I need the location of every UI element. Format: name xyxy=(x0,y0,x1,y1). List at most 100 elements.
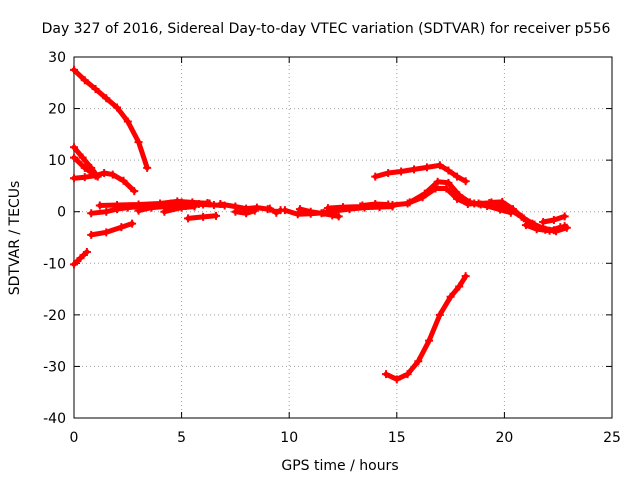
x-tick-label: 10 xyxy=(280,430,298,446)
data-point xyxy=(444,166,453,175)
series-arc-24 xyxy=(523,222,563,234)
data-point xyxy=(117,223,126,232)
data-point xyxy=(470,199,479,208)
data-point xyxy=(95,201,104,210)
data-point xyxy=(70,153,78,162)
data-point xyxy=(453,172,462,181)
x-tick-label: 25 xyxy=(603,430,621,446)
data-point xyxy=(410,165,419,174)
data-point xyxy=(496,205,505,214)
data-point xyxy=(143,163,152,172)
chart-title: Day 327 of 2016, Sidereal Day-to-day VTE… xyxy=(42,21,611,37)
data-point xyxy=(100,169,109,178)
data-point xyxy=(265,204,274,213)
data-point xyxy=(435,310,444,319)
y-tick-label: -40 xyxy=(43,411,66,427)
data-point xyxy=(91,84,100,93)
data-point xyxy=(78,153,87,162)
plot-frame xyxy=(73,56,613,419)
data-point xyxy=(382,370,391,379)
y-tick-label: -30 xyxy=(43,359,66,375)
data-point xyxy=(323,204,332,213)
y-tick-label: 0 xyxy=(57,205,66,221)
data-point xyxy=(446,292,455,301)
data-point xyxy=(80,163,89,172)
x-tick-label: 15 xyxy=(388,430,406,446)
data-point xyxy=(420,189,429,198)
data-point xyxy=(199,212,208,221)
data-point xyxy=(280,206,289,215)
data-point xyxy=(483,202,492,211)
data-point xyxy=(444,178,453,187)
data-point xyxy=(461,177,470,186)
data-point xyxy=(328,211,337,220)
data-point xyxy=(76,254,85,263)
data-point xyxy=(108,170,117,179)
data-point xyxy=(123,117,132,126)
data-point xyxy=(293,210,302,219)
y-tick-label: -10 xyxy=(43,256,66,272)
data-point xyxy=(203,198,212,207)
series-arc-21 xyxy=(383,273,469,382)
series-arc-6 xyxy=(88,221,135,238)
data-point xyxy=(184,214,193,223)
data-point xyxy=(506,208,515,217)
data-point xyxy=(160,207,169,216)
data-point xyxy=(521,221,530,230)
data-point xyxy=(433,177,442,186)
data-point xyxy=(242,209,251,218)
data-point xyxy=(414,357,423,366)
series-layer xyxy=(70,65,571,384)
data-point xyxy=(397,167,406,176)
data-point xyxy=(539,218,548,227)
data-point xyxy=(130,187,139,196)
y-tick-label: 10 xyxy=(48,153,66,169)
data-point xyxy=(532,225,541,234)
data-point xyxy=(334,212,343,221)
data-point xyxy=(91,171,100,180)
data-point xyxy=(455,191,464,200)
data-point xyxy=(70,143,78,152)
axis-ticks: 0 5 10 15 20 25 -40 -30 -20 -10 0 10 20 30 xyxy=(43,50,621,446)
data-point xyxy=(212,211,221,220)
y-tick-label: -20 xyxy=(43,308,66,324)
data-point xyxy=(442,184,451,193)
data-point xyxy=(358,201,367,210)
data-point xyxy=(519,214,528,223)
data-point xyxy=(422,163,431,172)
data-point xyxy=(216,199,225,208)
data-point xyxy=(134,138,143,147)
data-point xyxy=(231,207,240,216)
y-axis-label: SDTVAR / TECUs xyxy=(7,181,23,296)
data-point xyxy=(102,207,111,216)
data-point xyxy=(371,199,380,208)
data-point xyxy=(102,94,111,103)
x-tick-label: 5 xyxy=(177,430,186,446)
data-point xyxy=(317,209,326,218)
y-tick-label: 30 xyxy=(48,50,66,66)
data-point xyxy=(80,173,89,182)
data-point xyxy=(306,207,315,216)
data-point xyxy=(405,198,414,207)
series-arc-22 xyxy=(471,201,514,216)
grid xyxy=(74,57,612,418)
data-point xyxy=(87,230,96,239)
data-point xyxy=(498,197,507,206)
data-point xyxy=(556,223,565,232)
x-tick-label: 0 xyxy=(70,430,79,446)
data-point xyxy=(190,202,199,211)
data-point xyxy=(403,370,412,379)
data-point xyxy=(194,199,203,208)
data-point xyxy=(102,228,111,237)
data-point xyxy=(119,176,128,185)
y-tick-label: 20 xyxy=(48,102,66,118)
data-point xyxy=(80,76,89,85)
data-point xyxy=(113,201,122,210)
data-point xyxy=(250,206,259,215)
data-point xyxy=(384,169,393,178)
data-point xyxy=(371,172,380,181)
data-point xyxy=(70,174,78,183)
series-arc-1 xyxy=(71,67,150,171)
data-point xyxy=(70,65,78,74)
